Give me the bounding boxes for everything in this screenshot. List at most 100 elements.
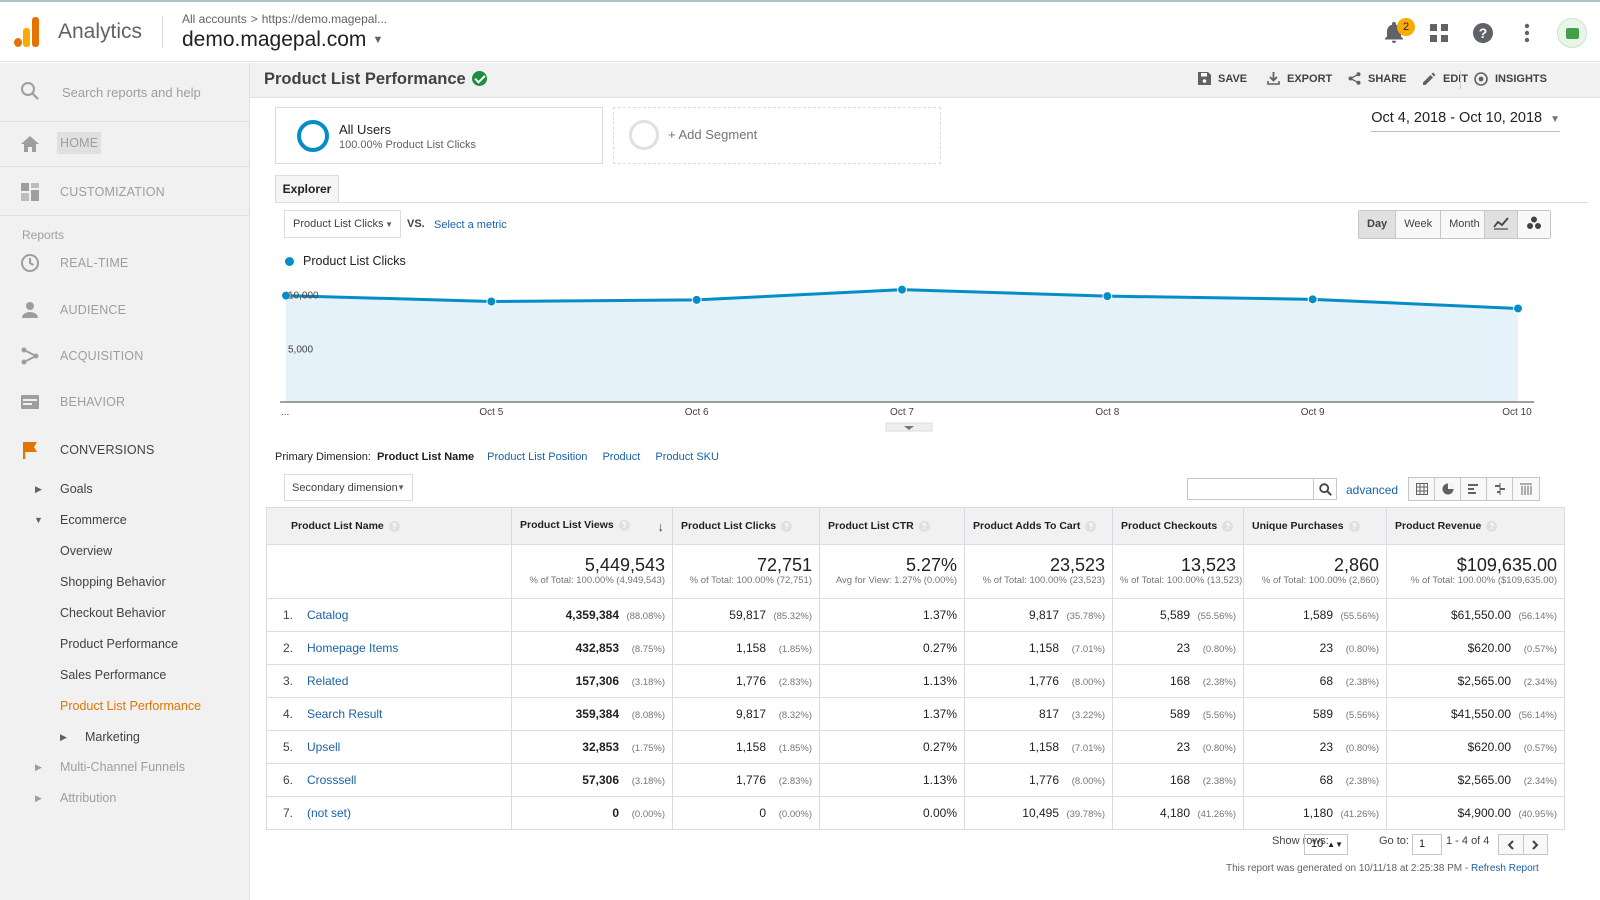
nav-conversions[interactable]: CONVERSIONS <box>0 427 250 473</box>
next-page-button[interactable] <box>1523 835 1547 854</box>
nav-product-performance[interactable]: Product Performance <box>60 637 179 651</box>
select-metric-link[interactable]: Select a metric <box>434 219 507 231</box>
motion-chart-button[interactable] <box>1518 211 1550 238</box>
tab-explorer[interactable]: Explorer <box>275 175 339 202</box>
col-header-purchases[interactable]: Unique Purchases? <box>1243 507 1387 545</box>
table-search-input[interactable] <box>1187 478 1337 500</box>
nav-shopping-behavior[interactable]: Shopping Behavior <box>60 575 166 589</box>
apps-grid-icon[interactable] <box>1426 20 1452 46</box>
metric-cell: $61,550.00 (56.14%) <box>1386 598 1565 632</box>
save-button[interactable]: SAVE <box>1198 72 1247 85</box>
col-header-ctr[interactable]: Product List CTR? <box>819 507 965 545</box>
prev-page-button[interactable] <box>1499 835 1524 854</box>
caret-right-icon[interactable]: ▶ <box>35 762 42 772</box>
help-icon[interactable]: ? <box>1348 521 1360 532</box>
account-selector[interactable]: demo.magepal.com ▼ <box>182 28 383 52</box>
help-icon[interactable]: ? <box>618 519 630 531</box>
breadcrumb-url[interactable]: https://demo.magepal... <box>261 12 388 26</box>
col-header-adds[interactable]: Product Adds To Cart? <box>964 507 1113 545</box>
col-header-revenue[interactable]: Product Revenue? <box>1386 507 1565 545</box>
nav-realtime[interactable]: REAL-TIME <box>0 240 250 286</box>
nav-product-list-performance[interactable]: Product List Performance <box>60 699 202 713</box>
refresh-report-link[interactable]: Refresh Report <box>1470 863 1539 874</box>
week-button[interactable]: Week <box>1396 211 1442 238</box>
brand-name: Analytics <box>58 20 143 43</box>
nav-marketing[interactable]: Marketing <box>85 730 140 744</box>
month-button[interactable]: Month <box>1441 211 1488 238</box>
caret-right-icon[interactable]: ▶ <box>35 793 42 803</box>
help-icon[interactable]: ? <box>1486 521 1498 532</box>
row-name-link[interactable]: (not set) <box>307 806 352 820</box>
sidebar-search[interactable]: Search reports and help <box>0 63 250 122</box>
performance-view-button[interactable] <box>1461 478 1487 500</box>
pivot-view-button[interactable] <box>1513 478 1539 500</box>
nav-customization[interactable]: CUSTOMIZATION <box>0 169 250 215</box>
export-button[interactable]: EXPORT <box>1267 72 1332 85</box>
metric-cell: 23 (0.80%) <box>1112 730 1244 764</box>
user-avatar[interactable] <box>1557 18 1587 48</box>
segment-all-users[interactable]: All Users 100.00% Product List Clicks <box>275 107 603 164</box>
nav-attribution[interactable]: Attribution <box>60 791 117 805</box>
breadcrumb-root[interactable]: All accounts <box>182 12 247 26</box>
row-name-link[interactable]: Crosssell <box>307 773 357 787</box>
more-vert-icon[interactable] <box>1514 20 1540 46</box>
secondary-dimension-dropdown[interactable]: Secondary dimension ▼ <box>284 474 413 501</box>
help-icon[interactable]: ? <box>781 521 793 532</box>
add-segment-button[interactable]: + Add Segment <box>613 107 941 164</box>
metric-dropdown[interactable]: Product List Clicks ▼ <box>284 210 401 238</box>
dimension-product-sku[interactable]: Product SKU <box>655 451 719 463</box>
nav-ecommerce[interactable]: Ecommerce <box>60 513 127 527</box>
table-search-button[interactable] <box>1313 478 1337 500</box>
nav-sales-performance[interactable]: Sales Performance <box>60 668 167 682</box>
help-icon[interactable]: ? <box>918 521 930 532</box>
caret-right-icon[interactable]: ▶ <box>35 484 42 494</box>
help-icon[interactable]: ? <box>1222 521 1234 532</box>
segment-ring-icon <box>297 120 329 152</box>
row-name-link[interactable]: Upsell <box>307 740 341 754</box>
row-name-link[interactable]: Catalog <box>307 608 349 622</box>
pie-view-button[interactable] <box>1435 478 1461 500</box>
help-icon[interactable]: ? <box>1085 521 1097 532</box>
nav-audience[interactable]: AUDIENCE <box>0 287 250 333</box>
row-name-link[interactable]: Search Result <box>307 707 383 721</box>
breadcrumb[interactable]: All accounts > https://demo.magepal... <box>182 12 387 26</box>
nav-acquisition[interactable]: ACQUISITION <box>0 333 250 379</box>
metric-cell: 1.13% <box>819 763 965 797</box>
nav-checkout-behavior[interactable]: Checkout Behavior <box>60 606 166 620</box>
caret-down-icon[interactable]: ▼ <box>34 515 43 525</box>
nav-goals[interactable]: Goals <box>60 482 93 496</box>
goto-input[interactable]: 1 <box>1412 834 1442 855</box>
col-header-checkouts[interactable]: Product Checkouts? <box>1112 507 1244 545</box>
comparison-view-button[interactable] <box>1487 478 1513 500</box>
day-button[interactable]: Day <box>1359 211 1397 238</box>
nav-home[interactable]: HOME <box>0 121 250 167</box>
line-chart-button[interactable] <box>1485 211 1518 238</box>
col-header-views[interactable]: Product List Views? ↓ <box>511 507 673 545</box>
nav-behavior[interactable]: BEHAVIOR <box>0 379 250 425</box>
nav-multi-channel-funnels[interactable]: Multi-Channel Funnels <box>60 760 186 774</box>
col-header-clicks[interactable]: Product List Clicks? <box>672 507 820 545</box>
insights-button[interactable]: INSIGHTS <box>1474 72 1547 86</box>
col-header-product-list-name[interactable]: Product List Name? <box>266 507 512 545</box>
row-name-link[interactable]: Related <box>307 674 349 688</box>
show-rows-select[interactable]: 10 ▲▼ <box>1304 834 1348 855</box>
dimension-product[interactable]: Product <box>602 451 641 463</box>
metric-value: 9,817 <box>1028 608 1059 622</box>
metric-value: 0 <box>612 806 619 820</box>
date-range-picker[interactable]: Oct 4, 2018 - Oct 10, 2018 ▼ <box>1371 110 1560 132</box>
search-input[interactable]: Search reports and help <box>62 85 201 100</box>
metric-cell: 68 (2.38%) <box>1243 763 1387 797</box>
edit-button[interactable]: EDIT <box>1423 72 1468 85</box>
help-icon[interactable]: ? <box>388 521 400 532</box>
nav-overview[interactable]: Overview <box>60 544 113 558</box>
help-icon[interactable]: ? <box>1470 20 1496 46</box>
metric-cell: 57,306 (3.18%) <box>511 763 673 797</box>
dimension-product-list-position[interactable]: Product List Position <box>487 451 588 463</box>
share-button[interactable]: SHARE <box>1348 72 1407 85</box>
data-table-view-button[interactable] <box>1409 478 1435 500</box>
analytics-logo[interactable] <box>14 17 40 47</box>
metric-value: 817 <box>1038 707 1059 721</box>
row-name-link[interactable]: Homepage Items <box>307 641 399 655</box>
caret-right-icon[interactable]: ▶ <box>60 732 67 742</box>
advanced-filter-link[interactable]: advanced <box>1346 483 1399 497</box>
